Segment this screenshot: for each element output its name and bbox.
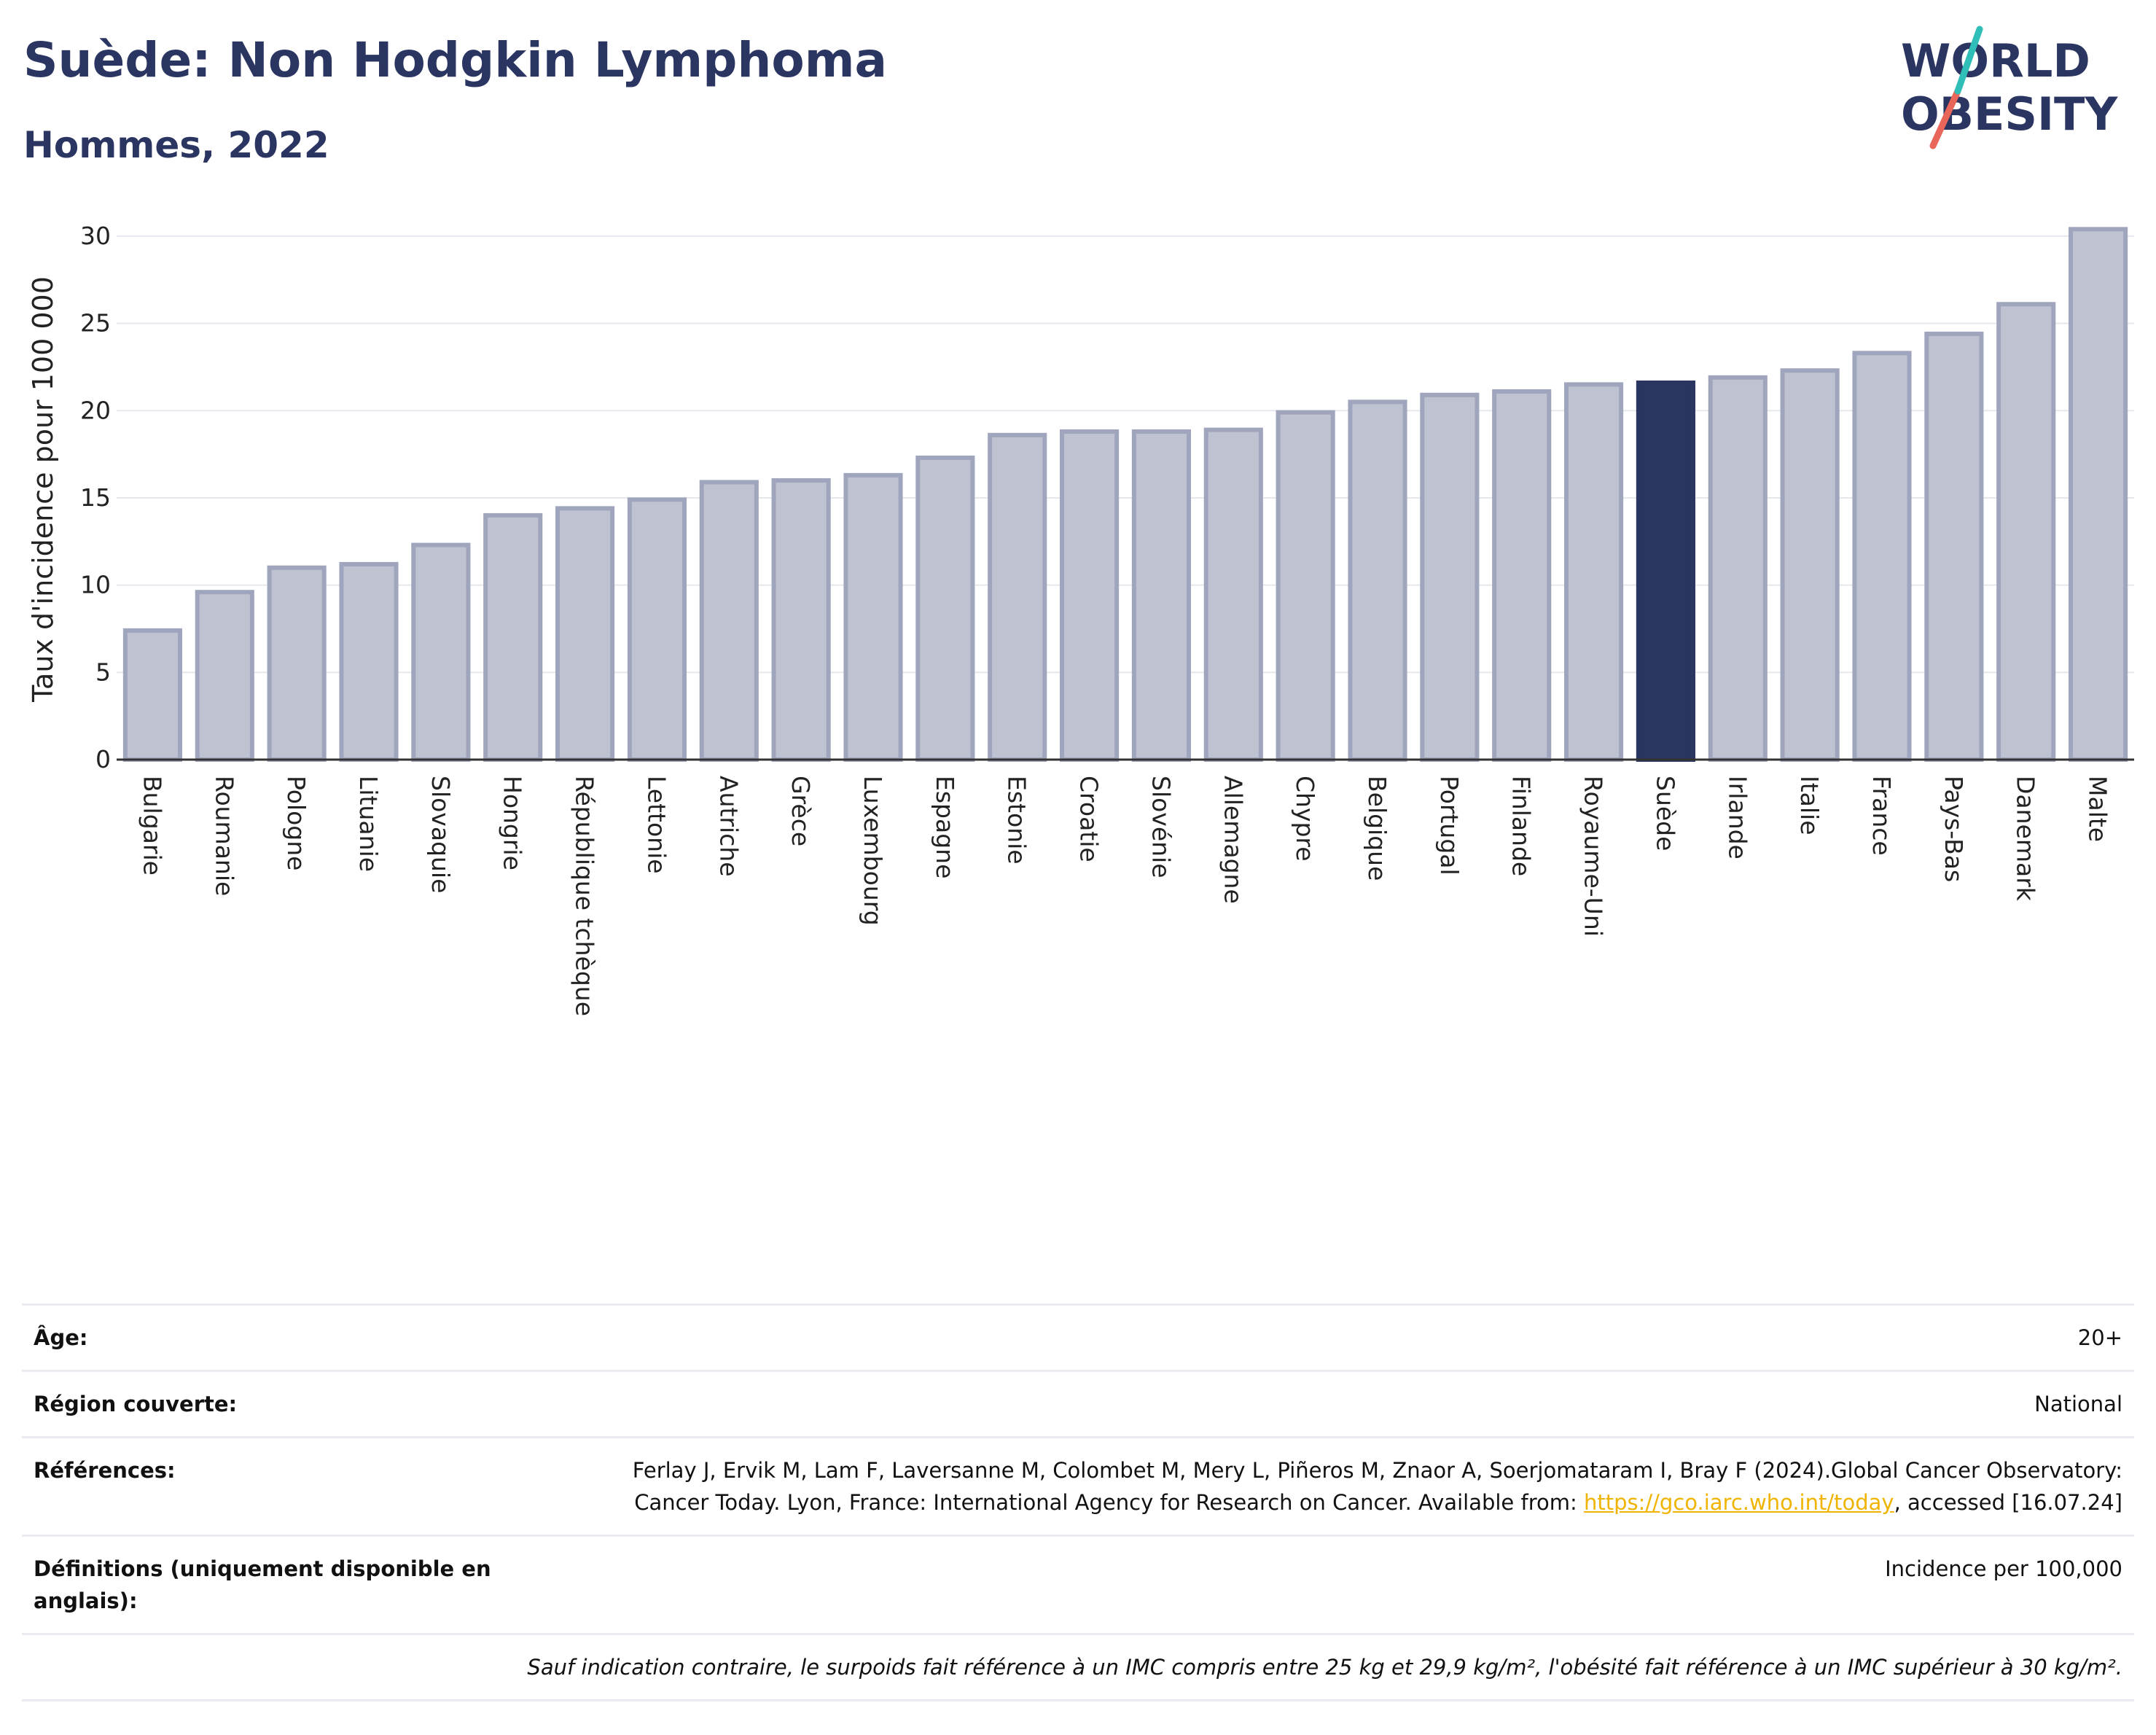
x-tick-label: Portugal <box>1435 776 1464 876</box>
footnote: Sauf indication contraire, le surpoids f… <box>22 1633 2134 1701</box>
bar <box>988 432 1047 762</box>
references-text-2: , accessed [16.07.24] <box>1894 1490 2122 1515</box>
x-tick-label: Lituanie <box>354 776 383 872</box>
references-label: Références: <box>22 1436 555 1537</box>
x-tick-label: République tchèque <box>571 776 599 1016</box>
world-obesity-logo: WORLD OBESITY <box>1901 26 2118 149</box>
x-tick-label: Pays-Bas <box>1940 776 1968 882</box>
y-tick-label: 15 <box>80 483 111 512</box>
definitions-value: Incidence per 100,000 <box>555 1535 2134 1635</box>
bar <box>1203 427 1263 763</box>
logo-line1: WORLD <box>1901 34 2090 87</box>
y-tick-label: 5 <box>95 658 111 686</box>
info-row-region: Région couverte: National <box>22 1370 2134 1438</box>
logo-slash-red <box>1929 87 1961 149</box>
x-tick-label: Finlande <box>1507 776 1536 876</box>
bar <box>1348 399 1407 762</box>
bar <box>915 455 975 762</box>
x-tick-label: Hongrie <box>499 776 527 870</box>
bar <box>1780 368 1840 762</box>
x-tick-label: France <box>1867 776 1896 856</box>
x-tick-label: Lettonie <box>642 776 671 874</box>
x-tick-label: Chypre <box>1291 776 1319 862</box>
bar <box>843 472 903 762</box>
references-link[interactable]: https://gco.iarc.who.int/today <box>1583 1490 1894 1515</box>
info-row-definitions: Définitions (uniquement disponible en an… <box>22 1535 2134 1635</box>
bar <box>627 497 687 762</box>
y-tick-label: 30 <box>80 222 111 250</box>
references-text-1: Ferlay J, Ervik M, Lam F, Laversanne M, … <box>632 1458 2122 1515</box>
x-tick-label: Suède <box>1651 776 1679 851</box>
y-tick-label: 0 <box>95 745 111 773</box>
region-label: Région couverte: <box>22 1370 555 1438</box>
x-tick-label: Pologne <box>282 776 310 870</box>
x-tick-label: Slovaquie <box>426 776 455 893</box>
info-table: Âge: 20+ Région couverte: National Référ… <box>22 1303 2134 1701</box>
bar <box>1636 380 1695 762</box>
x-tick-label: Italie <box>1795 776 1824 835</box>
chart-subtitle: Hommes, 2022 <box>23 124 329 166</box>
x-tick-label: Luxembourg <box>859 776 887 926</box>
x-tick-label: Irlande <box>1723 776 1751 859</box>
x-tick-label: Danemark <box>2012 776 2040 902</box>
y-tick-label: 25 <box>80 309 111 338</box>
bar <box>1564 382 1624 762</box>
bar <box>699 480 759 762</box>
bar <box>2069 227 2128 763</box>
bar <box>1996 302 2056 762</box>
info-row-age: Âge: 20+ <box>22 1303 2134 1372</box>
bar <box>1708 375 1768 762</box>
x-tick-label: Estonie <box>1003 776 1031 865</box>
info-row-references: Références: Ferlay J, Ervik M, Lam F, La… <box>22 1436 2134 1537</box>
bar <box>1131 429 1191 762</box>
bar <box>483 512 543 762</box>
bar <box>1276 410 1335 763</box>
bar <box>339 561 399 763</box>
bar <box>555 506 615 762</box>
bar <box>195 590 254 762</box>
x-tick-label: Allemagne <box>1219 776 1247 904</box>
x-tick-label: Slovénie <box>1147 776 1175 878</box>
y-tick-label: 10 <box>80 571 111 599</box>
bar <box>122 628 182 763</box>
logo-slash-teal <box>1954 26 1983 95</box>
bar <box>267 565 327 762</box>
bar <box>1924 331 1984 762</box>
y-tick-label: 20 <box>80 396 111 424</box>
bar <box>411 542 471 763</box>
x-tick-label: Grèce <box>786 776 815 846</box>
bar <box>1852 351 1912 762</box>
bar <box>1060 429 1120 762</box>
bar <box>771 478 831 763</box>
x-tick-label: Belgique <box>1363 776 1391 881</box>
bar <box>1420 392 1480 763</box>
bar <box>1492 389 1552 762</box>
x-tick-label: Croatie <box>1075 776 1104 862</box>
info-row-note: Sauf indication contraire, le surpoids f… <box>22 1633 2134 1701</box>
x-tick-label: Autriche <box>714 776 743 877</box>
age-value: 20+ <box>555 1303 2134 1372</box>
references-value: Ferlay J, Ervik M, Lam F, Laversanne M, … <box>555 1436 2134 1537</box>
x-tick-label: Malte <box>2084 776 2112 842</box>
x-tick-label: Royaume-Uni <box>1579 776 1608 937</box>
x-tick-label: Roumanie <box>210 776 238 896</box>
y-axis-title: Taux d'incidence pour 100 000 <box>27 276 59 703</box>
age-label: Âge: <box>22 1303 555 1372</box>
x-tick-label: Espagne <box>931 776 959 878</box>
bar-chart: 0 5 10 15 20 25 30 Taux d'incidence pour 100 00… <box>27 222 2134 1016</box>
chart-title: Suède: Non Hodgkin Lymphoma <box>23 32 888 88</box>
definitions-label: Définitions (uniquement disponible en an… <box>22 1535 555 1635</box>
x-tick-label: Bulgarie <box>138 776 166 876</box>
region-value: National <box>555 1370 2134 1438</box>
